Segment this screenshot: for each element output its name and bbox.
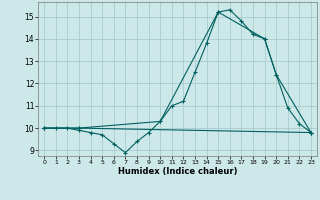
- X-axis label: Humidex (Indice chaleur): Humidex (Indice chaleur): [118, 167, 237, 176]
